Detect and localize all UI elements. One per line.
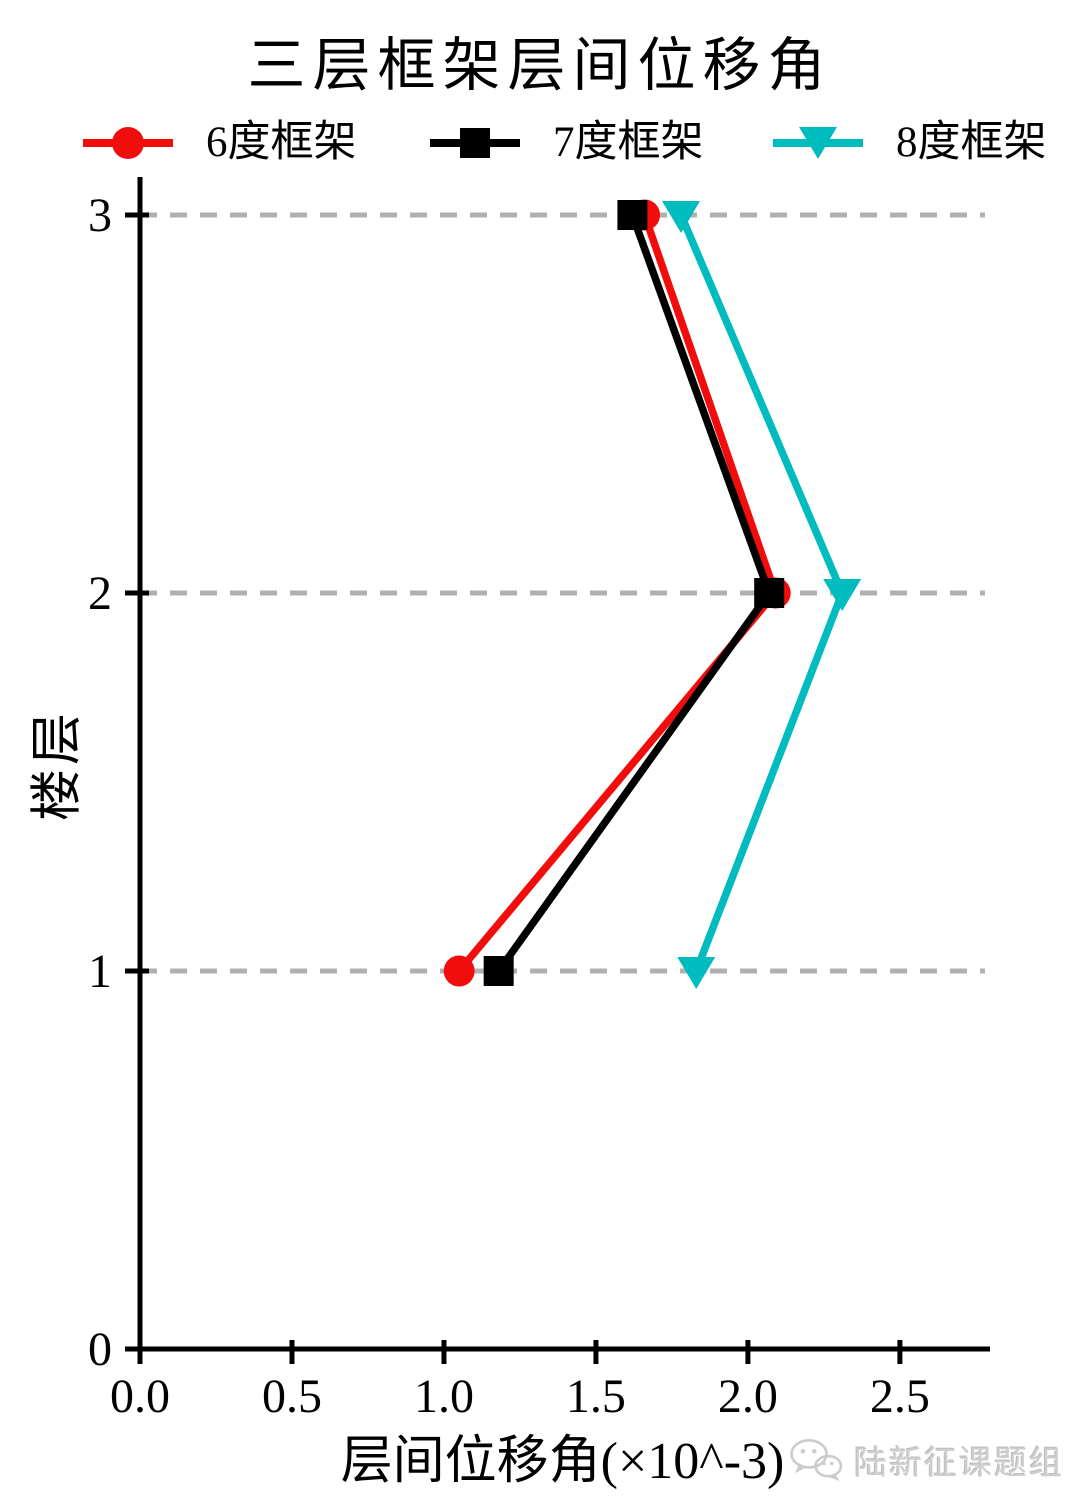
legend-label: 6度框架 <box>206 119 357 166</box>
x-tick-label: 1.5 <box>566 1370 626 1423</box>
x-tick-label: 0.5 <box>262 1370 322 1423</box>
data-point-marker <box>662 201 701 233</box>
legend-label: 8度框架 <box>896 119 1047 166</box>
circle-marker-icon <box>112 127 144 159</box>
wechat-logo-icon <box>790 1439 843 1481</box>
legend-label: 7度框架 <box>553 119 704 166</box>
watermark: 陆新征课题组 <box>788 1436 1064 1484</box>
legend: 6度框架 7度框架 8度框架 <box>0 116 1080 170</box>
watermark-text: 陆新征课题组 <box>854 1446 1064 1482</box>
legend-item-7deg: 7度框架 <box>430 116 704 170</box>
x-tick-label: 2.0 <box>718 1370 778 1423</box>
y-axis-label: 楼层 <box>29 708 87 822</box>
y-tick-label: 2 <box>88 567 112 620</box>
x-tick-label: 0.0 <box>110 1370 170 1423</box>
legend-marker-triangle <box>773 116 863 170</box>
chart-title: 三层框架层间位移角 <box>247 33 833 98</box>
x-tick-label: 2.5 <box>870 1370 930 1423</box>
data-point-marker <box>677 957 716 989</box>
x-tick-label: 1.0 <box>414 1370 474 1423</box>
data-point-marker <box>754 578 785 608</box>
data-point-marker <box>443 955 475 987</box>
legend-item-6deg: 6度框架 <box>83 116 357 170</box>
y-tick-label: 0 <box>88 1323 112 1376</box>
legend-marker-square <box>430 116 520 170</box>
data-point-marker <box>617 200 648 230</box>
square-marker-icon <box>460 128 490 158</box>
legend-item-8deg: 8度框架 <box>773 116 1047 170</box>
legend-marker-circle <box>83 116 173 170</box>
data-point-marker <box>483 956 514 986</box>
x-axis-label: 层间位移角(×10^-3) <box>340 1433 785 1490</box>
data-point-marker <box>823 579 862 611</box>
triangle-down-marker-icon <box>799 127 837 159</box>
y-tick-label: 1 <box>88 945 112 998</box>
y-tick-label: 3 <box>88 189 112 242</box>
